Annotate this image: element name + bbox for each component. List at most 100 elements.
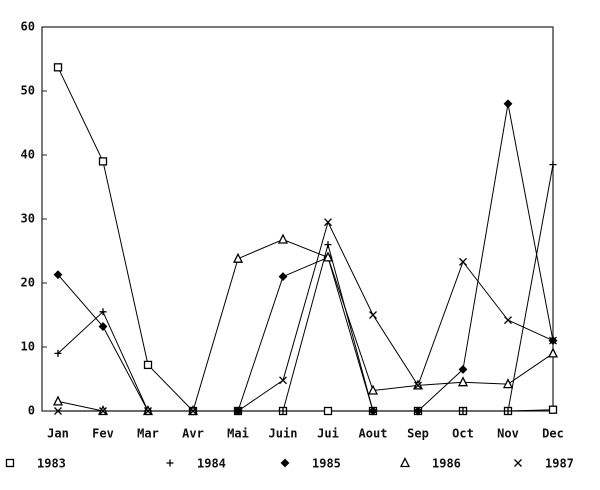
marker [98, 322, 108, 331]
marker-shape [502, 378, 514, 389]
marker-shape [166, 459, 174, 467]
marker-shape [279, 376, 287, 385]
marker-shape [458, 364, 468, 374]
marker-shape [399, 457, 411, 468]
x-tick-label: Jan [47, 427, 69, 441]
marker [54, 349, 62, 357]
marker [234, 407, 242, 415]
marker-shape [547, 347, 559, 358]
legend-marker [166, 459, 174, 467]
marker [458, 364, 468, 374]
marker [459, 407, 467, 415]
x-tick-label: Mai [227, 427, 249, 441]
marker-shape [98, 322, 108, 331]
legend-label: 1984 [197, 457, 226, 471]
legend-label: 1986 [432, 457, 461, 471]
x-tick-label: Jui [317, 427, 339, 441]
marker-shape [99, 308, 107, 316]
marker-shape [503, 99, 513, 109]
marker [457, 376, 469, 387]
marker-shape [232, 252, 244, 263]
marker-shape [367, 384, 379, 395]
x-tick-label: Nov [497, 427, 519, 441]
marker [369, 311, 377, 319]
series-line [58, 220, 554, 412]
marker-shape [457, 376, 469, 387]
marker-shape [549, 336, 557, 345]
marker [278, 272, 288, 282]
series-line [57, 164, 554, 412]
marker-shape [189, 407, 197, 415]
marker [52, 395, 64, 406]
marker [503, 99, 513, 109]
series-line [57, 103, 554, 412]
x-tick-label: Fev [92, 427, 114, 441]
y-tick-label: 50 [21, 84, 35, 98]
legend-marker [399, 457, 411, 468]
legend-label: 1987 [545, 457, 574, 471]
marker [549, 336, 557, 345]
marker-shape [413, 406, 423, 416]
marker-shape [548, 405, 558, 414]
marker-shape [324, 241, 332, 249]
marker-shape [280, 458, 290, 468]
marker-shape [514, 459, 522, 467]
marker-shape [369, 311, 377, 319]
marker-shape [459, 407, 467, 415]
marker [368, 406, 378, 416]
marker [549, 161, 557, 169]
marker-shape [549, 161, 557, 169]
marker-shape [54, 349, 62, 357]
marker-shape [52, 395, 64, 406]
legend-marker [514, 459, 522, 467]
marker [324, 218, 332, 227]
x-tick-label: Mar [137, 427, 159, 441]
marker [547, 347, 559, 358]
marker [99, 407, 107, 415]
marker-shape [53, 270, 63, 280]
marker [459, 257, 467, 266]
marker-shape [279, 407, 287, 415]
marker [189, 407, 197, 415]
marker-shape [323, 406, 333, 416]
y-tick-label: 60 [21, 20, 35, 34]
series-line [57, 238, 554, 412]
marker [277, 233, 289, 244]
x-tick-label: Aout [359, 427, 388, 441]
marker [53, 270, 63, 280]
marker [504, 407, 512, 415]
marker [504, 316, 512, 325]
marker-shape [504, 407, 512, 415]
marker [144, 407, 152, 415]
marker [232, 252, 244, 263]
marker-shape [234, 407, 242, 415]
y-tick-label: 30 [21, 212, 35, 226]
marker [98, 157, 108, 166]
marker [143, 360, 153, 370]
marker [548, 405, 558, 414]
marker-shape [54, 407, 62, 415]
marker [54, 407, 62, 415]
marker-shape [368, 406, 378, 416]
x-tick-label: Sep [407, 427, 429, 441]
marker [323, 406, 333, 416]
marker-shape [143, 360, 153, 370]
marker [324, 241, 332, 249]
x-tick-label: Juin [269, 427, 298, 441]
legend-marker [280, 458, 290, 468]
marker [413, 406, 423, 416]
marker-shape [144, 407, 152, 415]
marker-shape [5, 458, 15, 468]
y-tick-label: 40 [21, 148, 35, 162]
marker-shape [322, 251, 334, 262]
marker [279, 407, 287, 415]
marker-shape [324, 218, 332, 227]
marker [53, 63, 63, 72]
marker [322, 251, 334, 262]
marker-shape [278, 272, 288, 282]
marker-shape [504, 316, 512, 325]
series-line [57, 67, 554, 412]
legend-label: 1983 [37, 457, 66, 471]
marker-shape [459, 257, 467, 266]
